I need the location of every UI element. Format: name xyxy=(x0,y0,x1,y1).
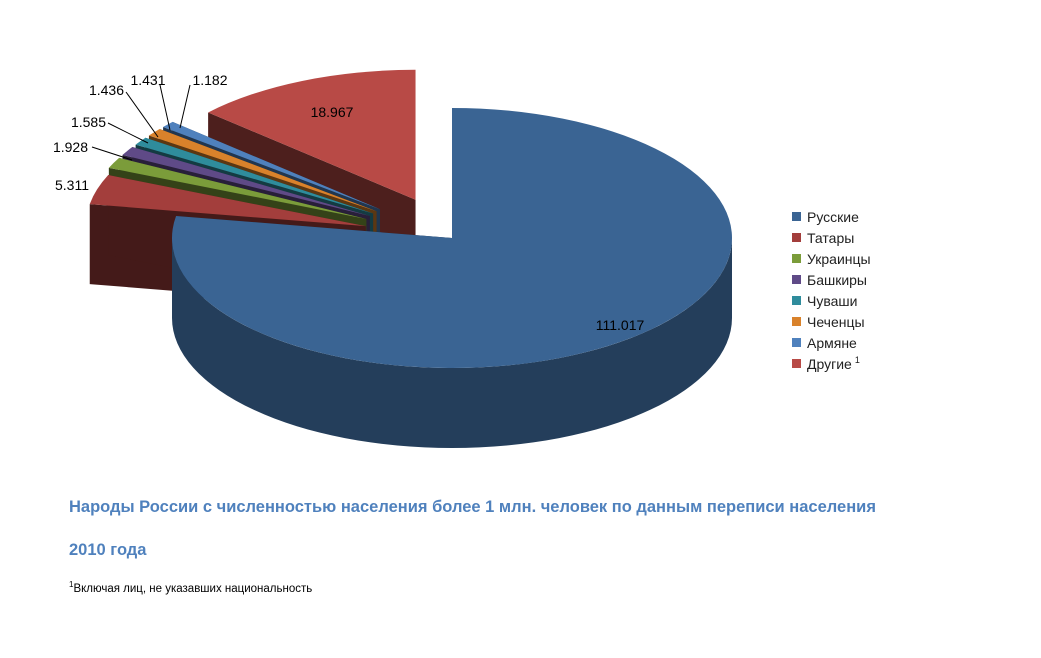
leader-line-чуваши xyxy=(125,91,159,138)
data-label-чуваши: 1.436 xyxy=(89,82,124,98)
footnote-marker: 1 xyxy=(69,580,74,589)
leader-line-чеченцы xyxy=(159,84,171,131)
data-labels: 111.017 5.311 1.928 1.585 1.436 1.431 1.182 18.… xyxy=(53,72,645,333)
legend-entry-армяне: Армяне xyxy=(807,335,857,351)
slice-другие-top xyxy=(208,69,416,200)
leader-line-армяне xyxy=(179,84,191,129)
chart-title-line2: 2010 года xyxy=(69,541,147,559)
data-label-украинцы: 1.928 xyxy=(53,139,88,155)
chart-title-line1: Народы России с численностью населения б… xyxy=(69,498,876,516)
leader-line-башкиры xyxy=(107,122,149,144)
legend-entry-украинцы: Украинцы xyxy=(807,251,871,267)
slice-армяне-top xyxy=(163,121,380,210)
legend-entry-башкиры: Башкиры xyxy=(807,272,867,288)
slice-чуваши-top xyxy=(135,137,374,214)
pie-chart: 111.017 5.311 1.928 1.585 1.436 1.431 1.182 18.… xyxy=(53,69,871,448)
slice-русские xyxy=(172,108,733,448)
slice-украинцы-top xyxy=(108,157,367,219)
legend-swatch-чеченцы xyxy=(792,317,801,326)
legend-swatch-татары xyxy=(792,233,801,242)
data-label-русские: 111.017 xyxy=(596,317,645,333)
legend-swatch-другие xyxy=(792,359,801,368)
legend-entry-чеченцы: Чеченцы xyxy=(807,314,865,330)
legend-swatch-башкиры xyxy=(792,275,801,284)
legend-entry-другие: Другие 1 xyxy=(807,355,860,372)
slice-татары-top xyxy=(89,175,366,227)
legend-swatch-чуваши xyxy=(792,296,801,305)
legend-swatch-армяне xyxy=(792,338,801,347)
data-label-армяне: 1.182 xyxy=(192,72,227,88)
legend-entry-татары: Татары xyxy=(807,230,854,246)
data-label-другие: 18.967 xyxy=(311,104,354,120)
legend: Русские Татары Украинцы Башкиры Чуваши Чеченц… xyxy=(792,209,871,372)
legend-superscript-другие: 1 xyxy=(855,355,860,365)
data-label-чеченцы: 1.431 xyxy=(130,72,165,88)
slice-башкиры-top xyxy=(122,147,370,216)
slice-чеченцы-top xyxy=(148,128,377,212)
legend-entry-русские: Русские xyxy=(807,209,859,225)
pie-slices xyxy=(89,69,733,448)
data-label-башкиры: 1.585 xyxy=(71,114,106,130)
footnote-text: Включая лиц, не указавших национальность xyxy=(73,582,313,595)
data-label-татары: 5.311 xyxy=(55,177,89,193)
footnote: 1Включая лиц, не указавших национальност… xyxy=(69,580,312,595)
legend-entry-чуваши: Чуваши xyxy=(807,293,857,309)
legend-swatch-украинцы xyxy=(792,254,801,263)
legend-swatch-русские xyxy=(792,212,801,221)
slice-русские-outer-wall xyxy=(172,238,732,448)
slice-русские-top xyxy=(172,108,733,369)
leader-line-украинцы xyxy=(91,146,133,161)
